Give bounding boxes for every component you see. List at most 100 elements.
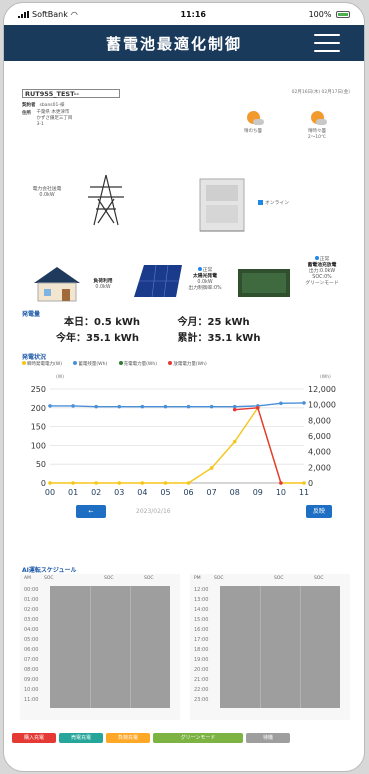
battery-label-group: 正常 蓄電池充放電 出力:0.0kW SOC:0% グリーンモード [294,256,350,287]
contract-value: sbans01-様 [39,103,65,108]
time-label: 21:00 [194,677,209,683]
battery-status: 正常 [319,257,330,262]
data-point [186,404,191,409]
col-header: SOC [44,576,54,581]
grid-label-group: 電力会社送電 0.0kW [22,187,72,199]
menu-icon[interactable] [314,34,340,52]
time-label: 00:00 [24,587,39,593]
mode-button-green[interactable]: グリーンモード [153,733,243,743]
time-label: 23:00 [194,697,209,703]
battery-info: 100% [309,10,350,19]
y-left-tick-label: 250 [31,385,46,394]
data-point [232,404,237,409]
time-label: 19:00 [194,657,209,663]
solar-label-group: 正常 太陽光発電 0.0kW 出力制御率:0% [180,267,230,292]
load-value: 0.0kW [95,285,111,290]
chart-title: 発電状況 [22,354,47,361]
y-left-tick-label: 0 [41,479,46,488]
weather-label: 晴時々曇 [308,129,326,134]
prev-day-button[interactable]: ← [76,505,106,518]
y-left-tick-label: 200 [31,404,46,413]
generation-row-2: 今年：35.1 kWh 累計：35.1 kWh [56,329,260,344]
battery-icon [335,10,350,18]
mode-button-load[interactable]: 負荷充電 [106,733,150,743]
status-bar: SoftBank ◠ 11:16 100% [4,3,364,25]
contract-label: 契約者 [22,103,36,108]
mode-legend-buttons: 購入充電 売電充電 負荷充電 グリーンモード 待機 [12,733,358,743]
y-right-tick-label: 0 [308,479,313,488]
y-left-tick-label: 100 [31,441,46,450]
y-right-tick-label: 12,000 [308,385,336,394]
address-line: かずさ鎌足三丁目 [36,116,73,121]
contract-row: 契約者 sbans01-様 [22,102,65,108]
mode-button-sell[interactable]: 売電充電 [59,733,103,743]
x-tick-label: 11 [299,488,309,497]
online-status: オンライン [258,200,289,207]
time-label: 16:00 [194,627,209,633]
pm-time-list: 12:00 13:00 14:00 15:00 16:00 17:00 18:00 19:00… [194,585,208,705]
site-selector[interactable]: RUT955_TEST-- [22,89,120,98]
ai-schedule-title: AI運転スケジュール [22,567,77,574]
am-schedule-grid[interactable] [50,586,170,708]
time-label: 04:00 [24,627,39,633]
data-point [71,481,75,485]
data-point [71,404,75,408]
am-header: AM [24,576,31,581]
weather-today: 晴のち曇 [236,111,270,134]
am-time-list: 00:00 01:00 02:00 03:00 04:00 05:00 06:00 07:00… [24,585,38,705]
data-point [302,481,306,485]
y-left-tick-label: 150 [31,423,46,432]
data-point [209,466,214,470]
sun-cloud-icon [246,111,264,125]
sun-cloud-icon [310,111,327,125]
time-label: 22:00 [194,687,209,693]
data-point [256,406,260,410]
time-label: 03:00 [24,617,39,623]
mode-button-buy[interactable]: 購入充電 [12,733,56,743]
x-tick-label: 05 [160,488,170,497]
data-point [94,481,98,485]
time-label: 09:00 [24,677,39,683]
schedule-pm: PM SOC SOC SOC 12:00 13:00 14:00 15:00 16:00… [190,574,350,720]
col-header: SOC [214,576,224,581]
legend-item: 蓄電残量(Wh) [73,361,112,367]
mode-button-standby[interactable]: 待機 [246,733,290,743]
col-header: SOC [144,576,154,581]
data-point [140,481,145,485]
forecast-dates: 02月16日(木) 02月17日(金) [291,90,350,95]
data-point [232,439,237,444]
apply-button[interactable]: 反映 [306,505,332,518]
carrier-name: SoftBank [32,9,68,19]
y-right-tick-label: 2,000 [308,463,331,472]
data-point [279,401,283,406]
time-label: 07:00 [24,657,39,663]
pm-schedule-grid[interactable] [220,586,340,708]
pm-header: PM [194,576,201,581]
time-label: 15:00 [194,617,209,623]
x-tick-label: 02 [91,488,101,497]
address-row: 住所 千葉県 木更津市 かずさ鎌足三丁目 3-1 [22,110,72,128]
time-label: 05:00 [24,637,39,643]
time-label: 11:00 [24,697,39,703]
battery-output: 出力:0.0kW [308,269,336,274]
series-line [50,402,305,408]
legend-item: 充電電力量(Wh) [118,361,162,367]
wifi-icon: ◠ [70,9,78,19]
chart-legend: 瞬時発電電力(W) 蓄電残量(Wh) 充電電力量(Wh) 放電電力量(Wh) [22,361,352,367]
load-label-group: 負荷利用 0.0kW [88,279,118,291]
solar-label: 太陽光発電 [193,274,217,279]
data-point [140,404,145,409]
phone-screen: SoftBank ◠ 11:16 100% 蓄電池最適化制御 RUT955_TE… [3,2,365,772]
house-icon [34,267,80,302]
generation-chart: 05010015020025002,0004,0006,0008,00010,0… [31,385,336,497]
col-header: SOC [274,576,284,581]
col-header: SOC [104,576,114,581]
y-right-tick-label: 8,000 [308,416,331,425]
solar-value: 0.0kW [197,280,213,285]
y-right-tick-label: 6,000 [308,432,331,441]
time-label: 20:00 [194,667,209,673]
y-left-tick-label: 50 [36,460,46,469]
online-label: オンライン [265,201,289,206]
schedule-am: AM SOC SOC SOC 00:00 01:00 02:00 03:00 04:00… [20,574,180,720]
page-title: 蓄電池最適化制御 [105,34,242,53]
